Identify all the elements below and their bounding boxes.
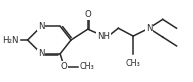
Text: CH₃: CH₃ <box>80 62 95 71</box>
Text: NH: NH <box>97 32 110 41</box>
Text: H₂N: H₂N <box>3 36 19 45</box>
Text: N: N <box>38 49 45 58</box>
Text: O: O <box>84 10 91 19</box>
Text: N: N <box>38 22 45 31</box>
Text: O: O <box>61 62 68 71</box>
Text: N: N <box>146 24 152 33</box>
Text: CH₃: CH₃ <box>126 59 141 68</box>
